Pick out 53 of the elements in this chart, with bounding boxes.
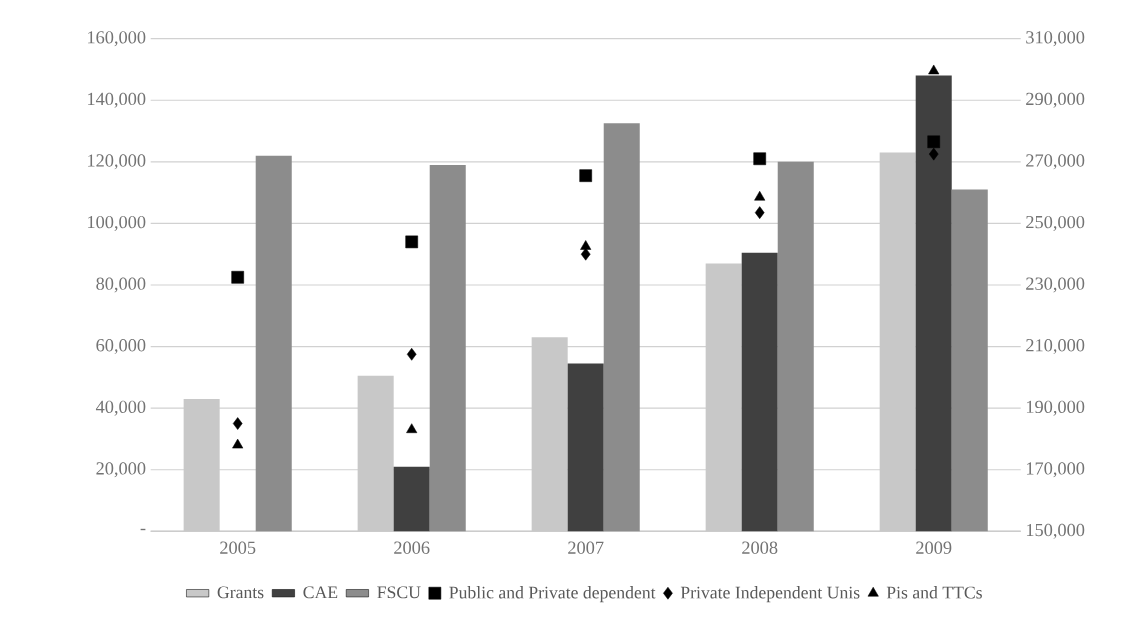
bar bbox=[393, 466, 430, 532]
point bbox=[754, 191, 766, 201]
y-tick-label: 60,000 bbox=[96, 339, 146, 355]
point bbox=[406, 423, 418, 434]
point bbox=[580, 240, 592, 250]
y-tick-label: 40,000 bbox=[95, 400, 146, 416]
y2-tick-label: 210,000 bbox=[1026, 339, 1085, 355]
x-tick-label: 2009 bbox=[916, 541, 952, 555]
y-tick-label: 160,000 bbox=[88, 31, 146, 47]
point bbox=[928, 147, 939, 161]
point bbox=[579, 169, 592, 183]
y2-tick-label: 250,000 bbox=[1026, 215, 1085, 232]
point bbox=[928, 64, 940, 75]
y-tick-label: 20,000 bbox=[96, 462, 146, 478]
point bbox=[405, 235, 418, 249]
legend-label: CAE bbox=[303, 586, 338, 599]
point bbox=[232, 438, 244, 449]
bar bbox=[429, 165, 466, 532]
y-tick-label: - bbox=[140, 528, 146, 531]
y2-tick-label: 190,000 bbox=[1026, 400, 1085, 416]
legend-label: Pis and TTCs bbox=[886, 586, 982, 599]
y2-tick-label: 170,000 bbox=[1026, 462, 1085, 478]
point bbox=[754, 206, 765, 220]
y-tick-label: 100,000 bbox=[88, 215, 146, 232]
y2-tick-label: 230,000 bbox=[1026, 277, 1085, 293]
legend-label: Public and Private dependent bbox=[449, 586, 656, 603]
legend-label: Private Independent Unis bbox=[680, 586, 860, 603]
x-tick-label: 2008 bbox=[742, 541, 778, 555]
y2-tick-label: 310,000 bbox=[1026, 31, 1085, 47]
y-tick-label: 80,000 bbox=[96, 277, 146, 293]
point bbox=[231, 271, 244, 284]
bar bbox=[255, 155, 292, 532]
y-tick-label: 140,000 bbox=[88, 92, 146, 108]
bar bbox=[741, 252, 778, 532]
bar bbox=[951, 189, 988, 532]
x-tick-label: 2006 bbox=[394, 541, 430, 555]
bar bbox=[915, 75, 952, 532]
x-tick-label: 2005 bbox=[220, 541, 256, 555]
y2-tick-label: 150,000 bbox=[1026, 523, 1085, 539]
point bbox=[753, 152, 766, 166]
x-tick-label: 2007 bbox=[568, 541, 604, 555]
point bbox=[406, 348, 417, 361]
bar bbox=[567, 363, 604, 532]
point bbox=[232, 417, 243, 430]
bar bbox=[603, 123, 640, 532]
point bbox=[927, 135, 941, 149]
y2-tick-label: 270,000 bbox=[1026, 154, 1085, 170]
point bbox=[580, 248, 591, 261]
legend-label: FSCU bbox=[377, 586, 421, 599]
bar bbox=[777, 161, 814, 532]
y2-tick-label: 290,000 bbox=[1026, 92, 1085, 108]
legend-label: Grants bbox=[217, 586, 264, 599]
y-tick-label: 120,000 bbox=[88, 154, 146, 170]
